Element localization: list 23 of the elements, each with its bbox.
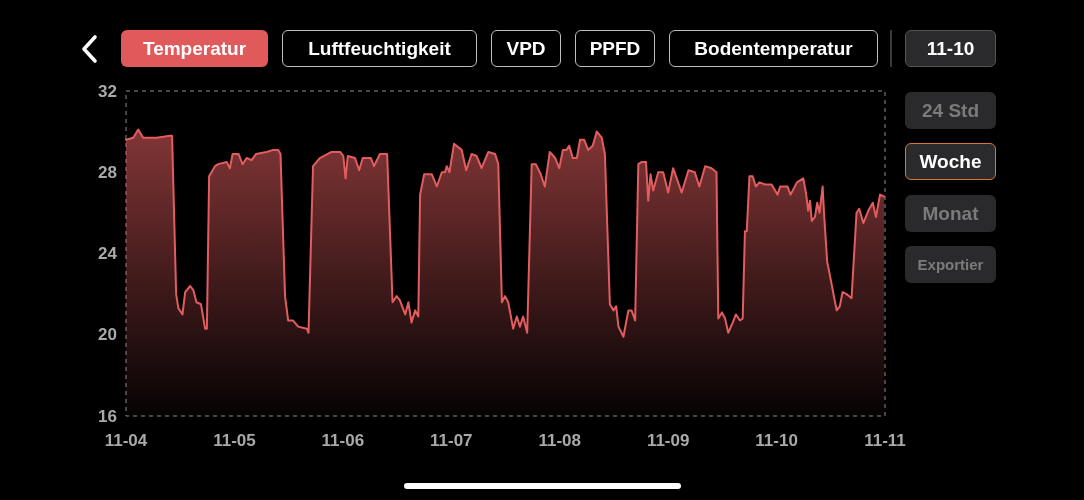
text: 11-10 — [905, 30, 996, 67]
x-tick-label: 11-07 — [430, 431, 473, 450]
text: Exportier — [905, 246, 996, 283]
x-tick-label: 11-10 — [755, 431, 798, 450]
y-tick-label: 16 — [98, 406, 117, 426]
y-tick-label: 32 — [98, 81, 117, 101]
text: VPD — [491, 30, 561, 67]
x-tick-label: 11-06 — [321, 431, 365, 450]
y-tick-label: 20 — [98, 325, 117, 345]
y-tick-label: 28 — [98, 162, 117, 182]
x-tick-label: 11-08 — [538, 431, 581, 450]
x-tick-label: 11-04 — [104, 431, 148, 450]
x-tick-label: 11-05 — [213, 431, 256, 450]
text: Bodentemperatur — [669, 30, 878, 67]
x-tick-label: 11-09 — [646, 431, 690, 450]
y-tick-label: 24 — [98, 244, 118, 263]
text: 24 Std — [905, 92, 996, 129]
text: Luftfeuchtigkeit — [282, 30, 477, 67]
text: Monat — [905, 195, 996, 232]
text: PPFD — [575, 30, 655, 67]
chart-title: Temperatur — [121, 30, 268, 67]
text: Woche — [905, 143, 996, 180]
x-tick-label: 11-11 — [864, 431, 906, 450]
